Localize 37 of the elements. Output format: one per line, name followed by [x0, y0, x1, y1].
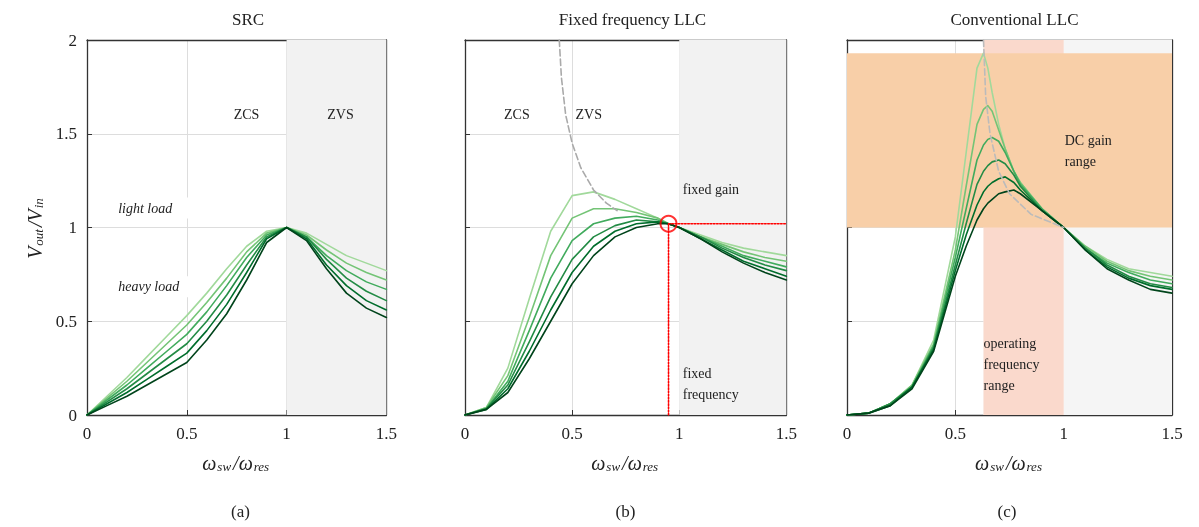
- x-tick-label: 1.5: [1161, 424, 1183, 443]
- y-tick-label: 1.5: [55, 124, 77, 144]
- text: (a): [231, 502, 250, 521]
- x-tick-label: 0: [82, 424, 92, 443]
- annotation: fixed gain: [682, 181, 740, 197]
- y-tick-label: 0: [68, 405, 77, 425]
- annotation: operating frequency range: [983, 335, 1043, 393]
- annotation: fixed frequency: [682, 365, 739, 402]
- x-tick-label: 1.5: [775, 424, 797, 443]
- text: (c): [997, 502, 1017, 521]
- text: (b): [615, 502, 636, 521]
- y-axis-title: Vout/Vin: [23, 198, 46, 259]
- chart-title: Fixed frequency LLC: [558, 10, 707, 29]
- x-tick-label: 1: [1059, 424, 1068, 443]
- x-tick-label: 0: [460, 424, 470, 443]
- y-tick-label: 0.5: [55, 311, 77, 331]
- annotation: heavy load: [118, 279, 181, 295]
- x-axis-title: ωsw/ωres: [975, 452, 1042, 474]
- x-tick-label: 1: [282, 424, 291, 443]
- annotation: ZCS: [233, 106, 260, 122]
- x-tick-label: 1: [675, 424, 684, 443]
- chart-title: Conventional LLC: [950, 10, 1079, 29]
- annotation: ZVS: [575, 106, 602, 122]
- x-tick-label: 0: [842, 424, 852, 443]
- x-tick-label: 0.5: [561, 424, 583, 443]
- annotation: ZVS: [327, 106, 354, 122]
- x-axis-title: ωsw/ωres: [591, 452, 659, 474]
- x-tick-label: 1.5: [375, 424, 397, 443]
- x-axis-title: ωsw/ωres: [202, 452, 270, 474]
- x-tick-label: 0.5: [176, 424, 198, 443]
- x-tick-label: 0.5: [944, 424, 966, 443]
- chart-title: SRC: [231, 10, 265, 29]
- y-tick-label: 2: [68, 30, 77, 50]
- annotation: ZCS: [504, 106, 530, 122]
- annotation: light load: [118, 200, 174, 216]
- y-tick-label: 1: [68, 218, 77, 237]
- annotation: DC gain range: [1064, 133, 1116, 169]
